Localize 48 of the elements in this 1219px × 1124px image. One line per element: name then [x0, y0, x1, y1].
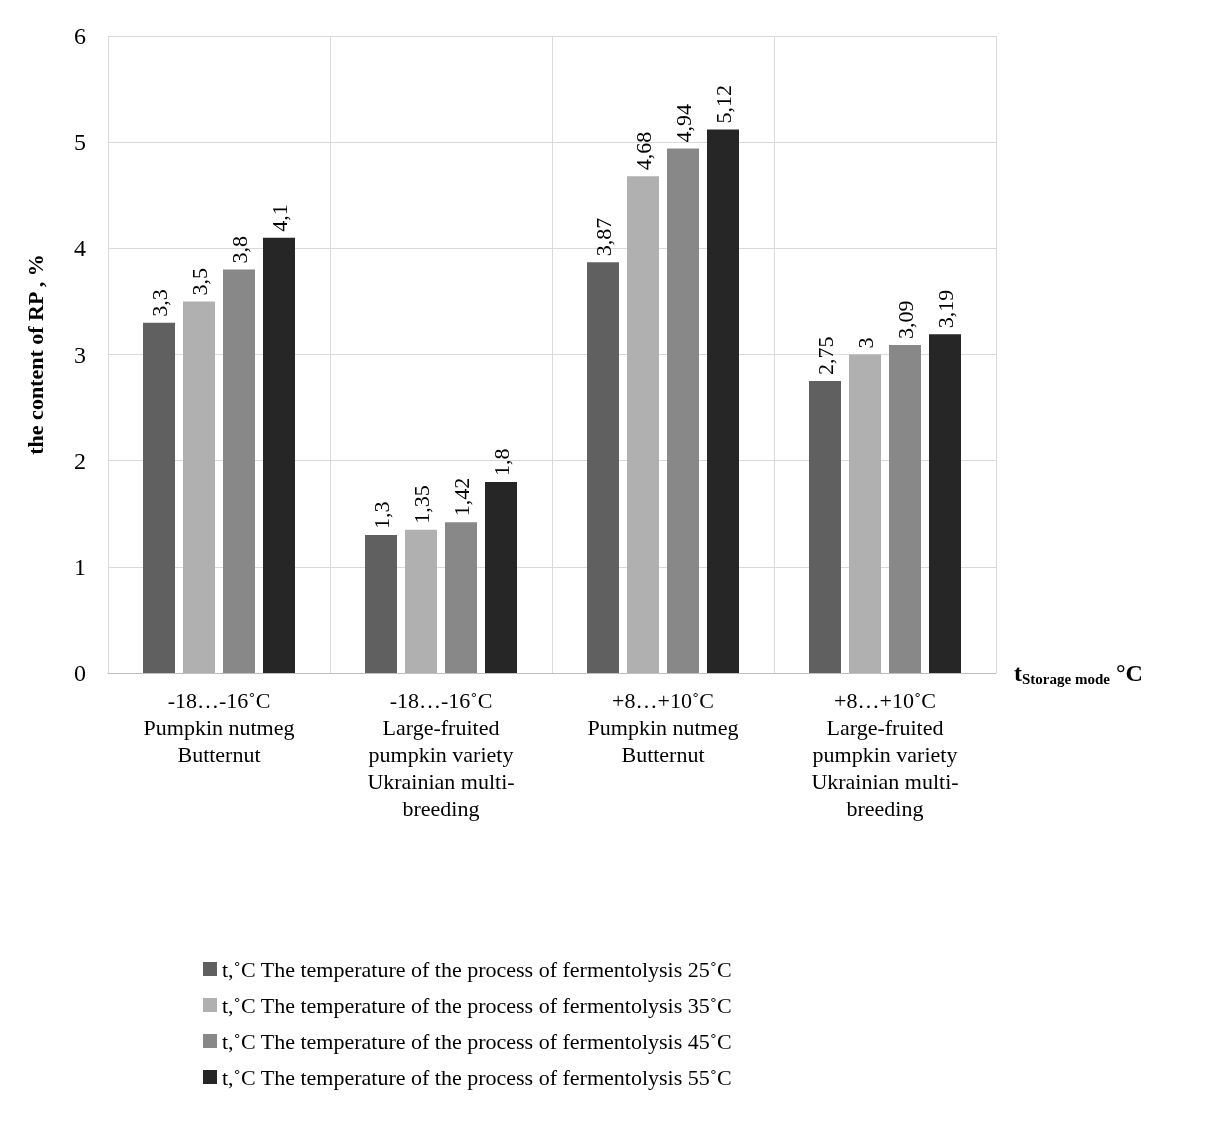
x-tick-label: -18…-16˚C Pumpkin nutmeg Butternut	[143, 688, 295, 767]
data-label: 1,42	[448, 477, 474, 517]
bar	[365, 534, 397, 673]
bar	[223, 269, 255, 673]
y-tick-label: 6	[74, 23, 86, 49]
data-label: 1,35	[408, 485, 434, 524]
legend-label: t,˚C The temperature of the process of fermentolysis 45˚C	[222, 1028, 732, 1054]
data-label: 4,94	[670, 104, 696, 143]
bar	[445, 522, 477, 673]
bar	[263, 237, 295, 673]
y-tick-label: 1	[74, 553, 86, 580]
data-label: 3,3	[146, 289, 172, 317]
data-label: 3,8	[226, 236, 252, 264]
data-label: 2,75	[812, 336, 838, 376]
data-label: 3,19	[932, 289, 958, 329]
data-label: 3	[852, 337, 878, 349]
x-tick-label: +8…+10˚C Large-fruited pumpkin variety Ukrainian multi- breeding	[811, 688, 959, 821]
bar	[889, 344, 921, 673]
legend-label: t,˚C The temperature of the process of fermentolysis 25˚C	[222, 956, 732, 982]
x-tick-label: +8…+10˚C Pumpkin nutmeg Butternut	[587, 688, 739, 767]
y-tick-label: 3	[74, 341, 86, 368]
data-label: 1,8	[488, 448, 514, 476]
bar	[849, 354, 881, 673]
bar	[707, 129, 739, 673]
data-label: 5,12	[710, 84, 736, 124]
bar	[627, 176, 659, 673]
bar	[587, 262, 619, 673]
bar	[929, 334, 961, 673]
bar	[143, 322, 175, 673]
y-tick-label: 0	[74, 660, 86, 686]
data-label: 4,1	[266, 204, 292, 232]
data-label: 3,5	[186, 267, 212, 296]
bar	[485, 481, 517, 673]
data-label: 3,87	[590, 217, 616, 257]
data-label: 4,68	[630, 131, 656, 171]
y-tick-label: 5	[74, 129, 86, 156]
legend-label: t,˚C The temperature of the process of fermentolysis 55˚C	[222, 1064, 732, 1090]
data-label: 1,3	[368, 501, 394, 529]
bar	[809, 381, 841, 673]
legend-label: t,˚C The temperature of the process of fermentolysis 35˚C	[222, 992, 732, 1018]
y-tick-label: 2	[74, 447, 86, 474]
x-tick-label: -18…-16˚C Large-fruited pumpkin variety Ukrainian multi- breeding	[367, 688, 515, 821]
bar	[183, 301, 215, 673]
bar	[667, 148, 699, 673]
y-tick-label: 4	[74, 235, 86, 262]
bar	[405, 529, 437, 673]
data-label: 3,09	[892, 300, 918, 339]
y-axis-title: the content of RP , %	[22, 254, 48, 455]
